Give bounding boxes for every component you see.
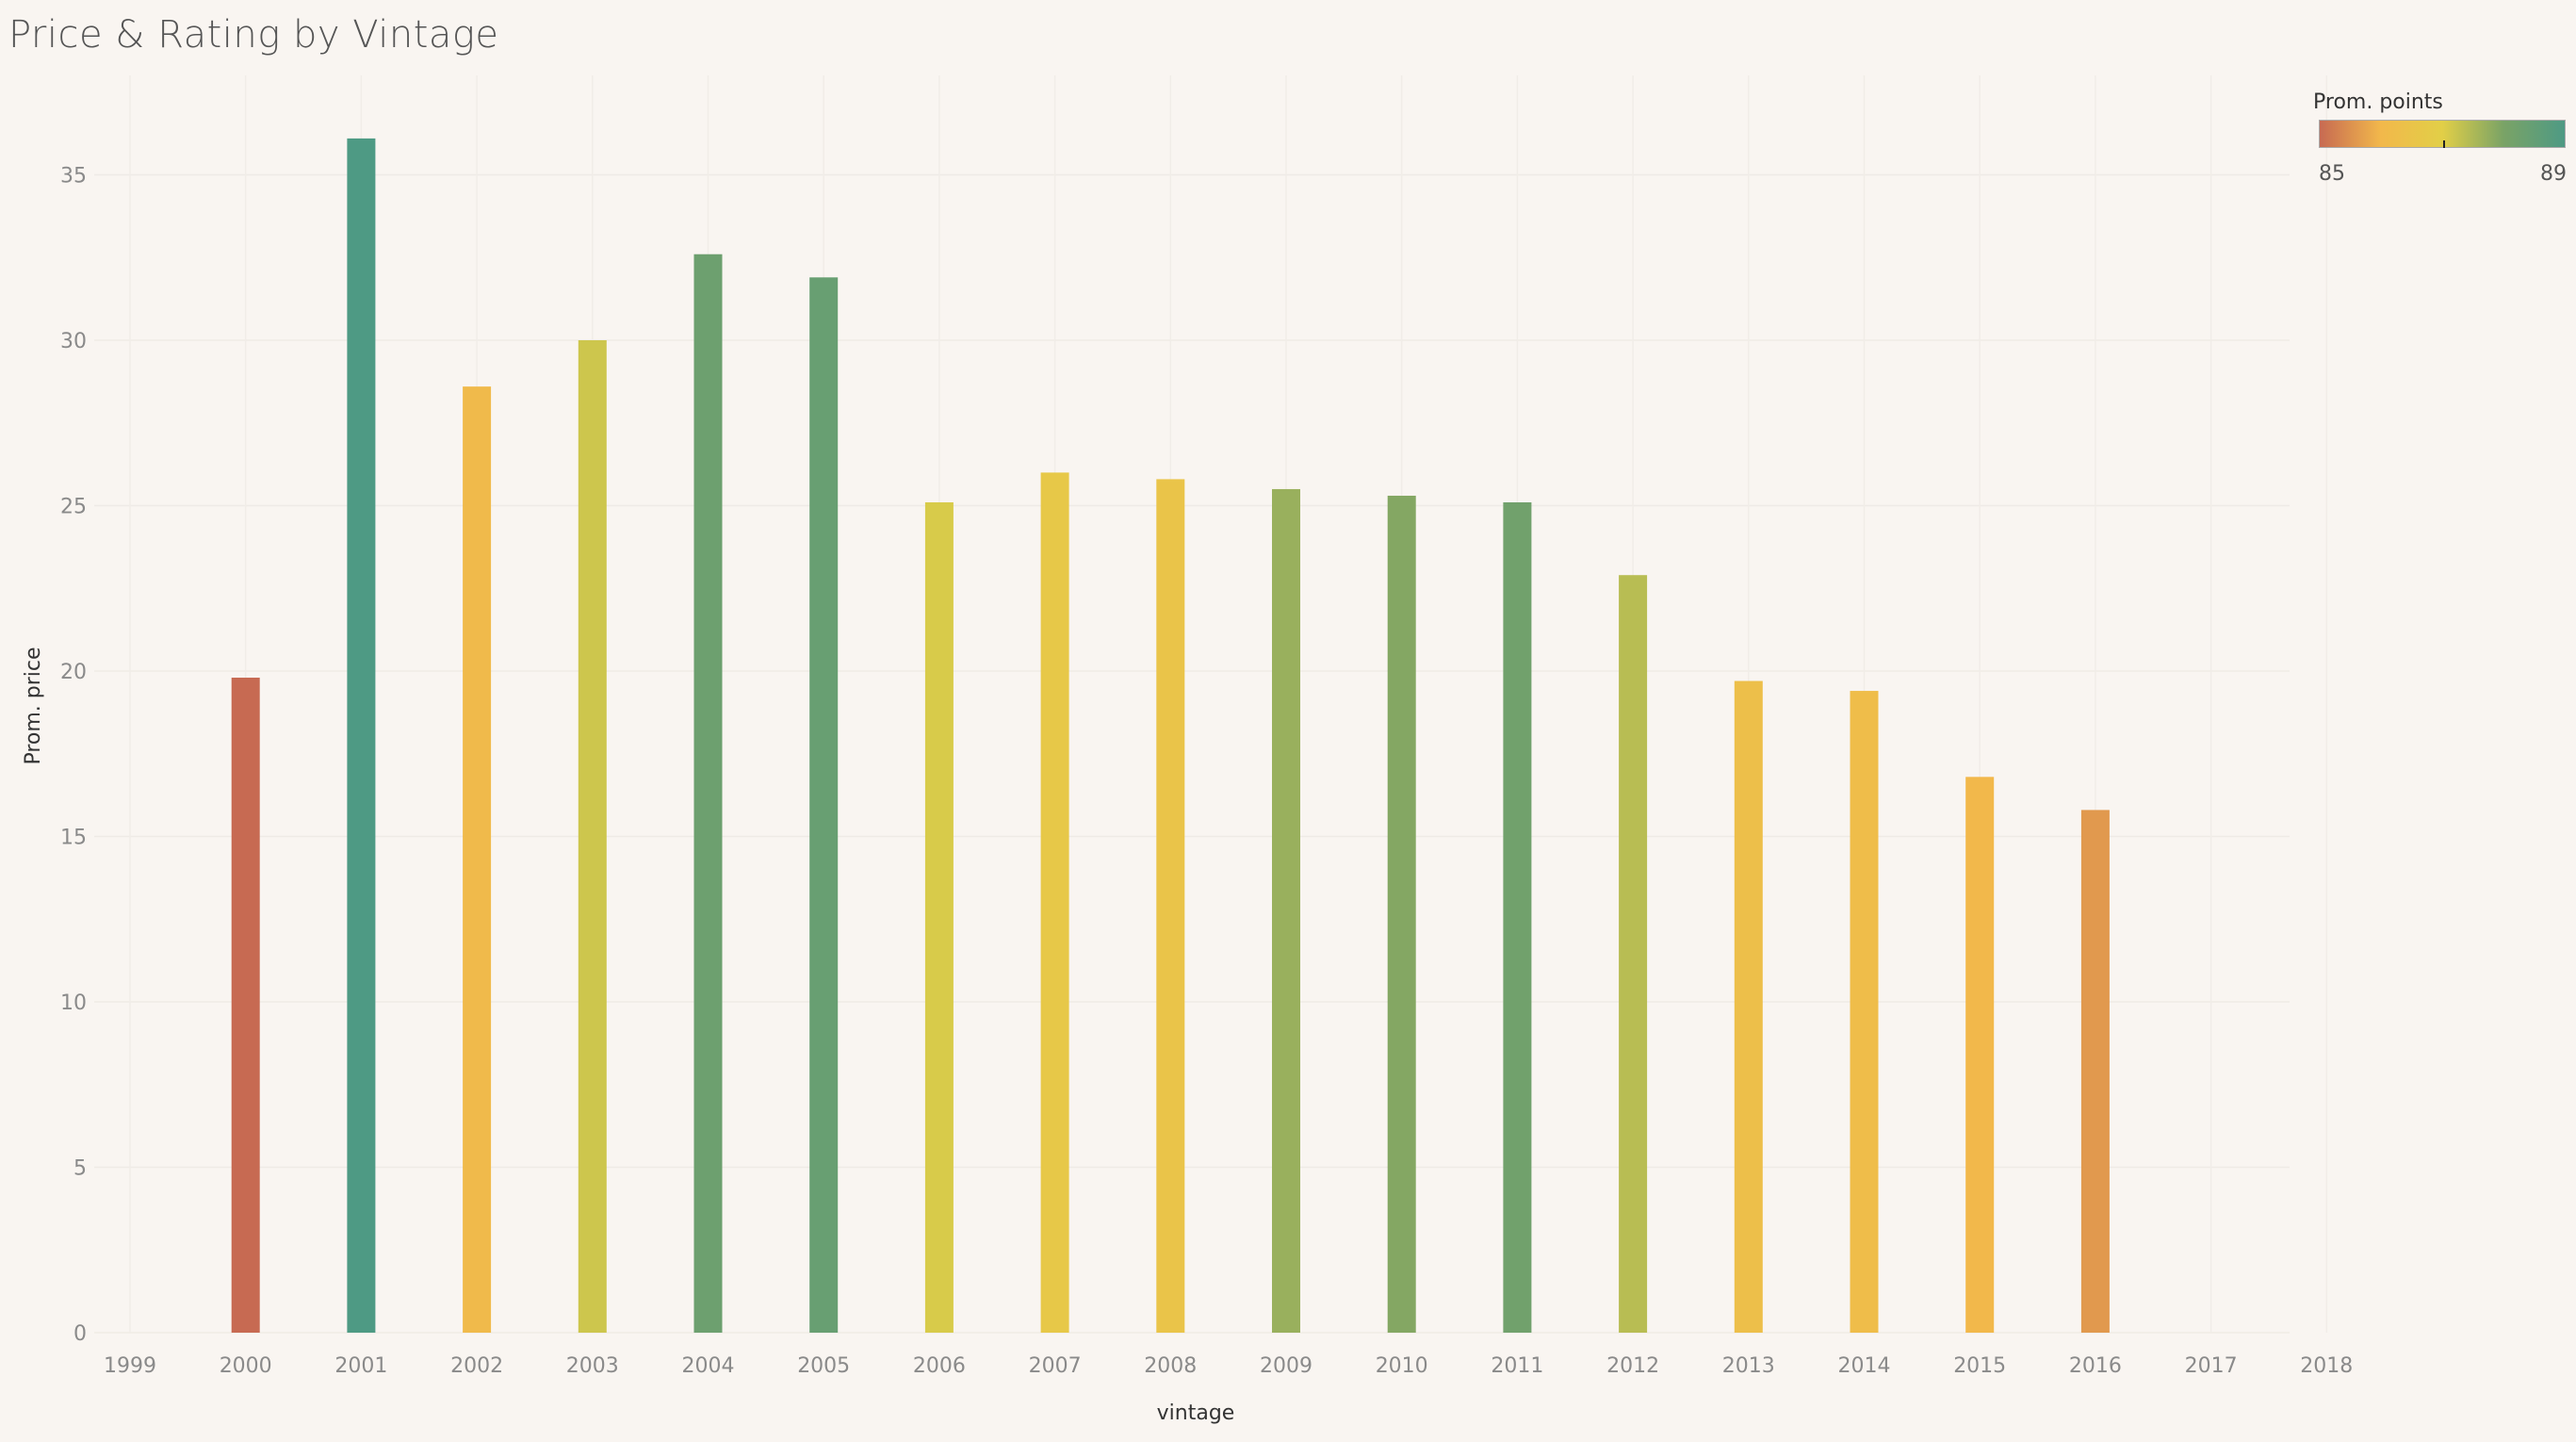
x-tick-label: 2005 — [797, 1354, 850, 1378]
x-tick-label: 2002 — [450, 1354, 503, 1378]
x-tick-label: 2000 — [220, 1354, 272, 1378]
legend-gradient-bar — [2319, 120, 2566, 148]
x-tick-label: 1999 — [104, 1354, 156, 1378]
x-tick-label: 2007 — [1029, 1354, 1082, 1378]
x-tick-label: 2013 — [1722, 1354, 1775, 1378]
x-tick-label: 2015 — [1953, 1354, 2006, 1378]
bar-2010[interactable] — [1387, 495, 1416, 1333]
legend-title: Prom. points — [2313, 90, 2443, 114]
x-axis-ticks: 1999 2000 2001 2002 2003 2004 2005 2006 2007 2008… — [104, 1354, 2353, 1378]
y-tick-label: 30 — [60, 330, 87, 353]
chart-title: Price & Rating by Vintage — [8, 13, 499, 57]
bar-2014[interactable] — [1850, 691, 1879, 1333]
x-tick-label: 2003 — [566, 1354, 619, 1378]
x-axis-title: vintage — [1157, 1401, 1235, 1425]
x-tick-label: 2014 — [1838, 1354, 1891, 1378]
y-axis-ticks: 0 5 10 15 20 25 30 35 — [60, 165, 87, 1347]
bar-2003[interactable] — [578, 340, 607, 1333]
bar-2016[interactable] — [2080, 810, 2110, 1333]
x-tick-label: 2016 — [2069, 1354, 2122, 1378]
bar-2009[interactable] — [1272, 488, 1300, 1333]
legend-max-label: 89 — [2540, 162, 2567, 186]
bar-2007[interactable] — [1040, 472, 1069, 1333]
x-tick-label: 2011 — [1491, 1354, 1543, 1378]
y-tick-label: 20 — [60, 661, 87, 684]
x-tick-label: 2004 — [682, 1354, 735, 1378]
bar-2012[interactable] — [1619, 575, 1648, 1333]
color-legend: Prom. points 85 89 — [2313, 90, 2568, 186]
x-tick-label: 2009 — [1260, 1354, 1312, 1378]
x-tick-label: 2012 — [1606, 1354, 1659, 1378]
y-tick-label: 25 — [60, 496, 87, 519]
bar-2005[interactable] — [809, 277, 839, 1333]
x-tick-label: 2001 — [334, 1354, 387, 1378]
x-tick-label: 2006 — [913, 1354, 966, 1378]
y-tick-label: 0 — [73, 1322, 87, 1346]
bar-2000[interactable] — [231, 678, 260, 1333]
y-tick-label: 15 — [60, 827, 87, 850]
legend-marker — [2443, 140, 2445, 148]
x-tick-label: 2017 — [2185, 1354, 2238, 1378]
y-axis-title: Prom. price — [22, 647, 45, 764]
x-tick-label: 2010 — [1376, 1354, 1428, 1378]
bar-2015[interactable] — [1965, 777, 1995, 1333]
x-tick-label: 2008 — [1144, 1354, 1197, 1378]
bar-2013[interactable] — [1734, 680, 1763, 1333]
bars — [231, 138, 2110, 1333]
y-tick-label: 35 — [60, 165, 87, 188]
y-tick-label: 5 — [73, 1157, 87, 1181]
x-tick-label: 2018 — [2300, 1354, 2353, 1378]
legend-min-label: 85 — [2319, 162, 2345, 186]
bar-2002[interactable] — [463, 386, 492, 1333]
bar-2006[interactable] — [924, 501, 954, 1333]
bar-2011[interactable] — [1503, 501, 1532, 1333]
y-tick-label: 10 — [60, 991, 87, 1015]
bar-2004[interactable] — [693, 254, 723, 1333]
bar-2008[interactable] — [1156, 479, 1185, 1333]
bar-2001[interactable] — [347, 138, 376, 1333]
